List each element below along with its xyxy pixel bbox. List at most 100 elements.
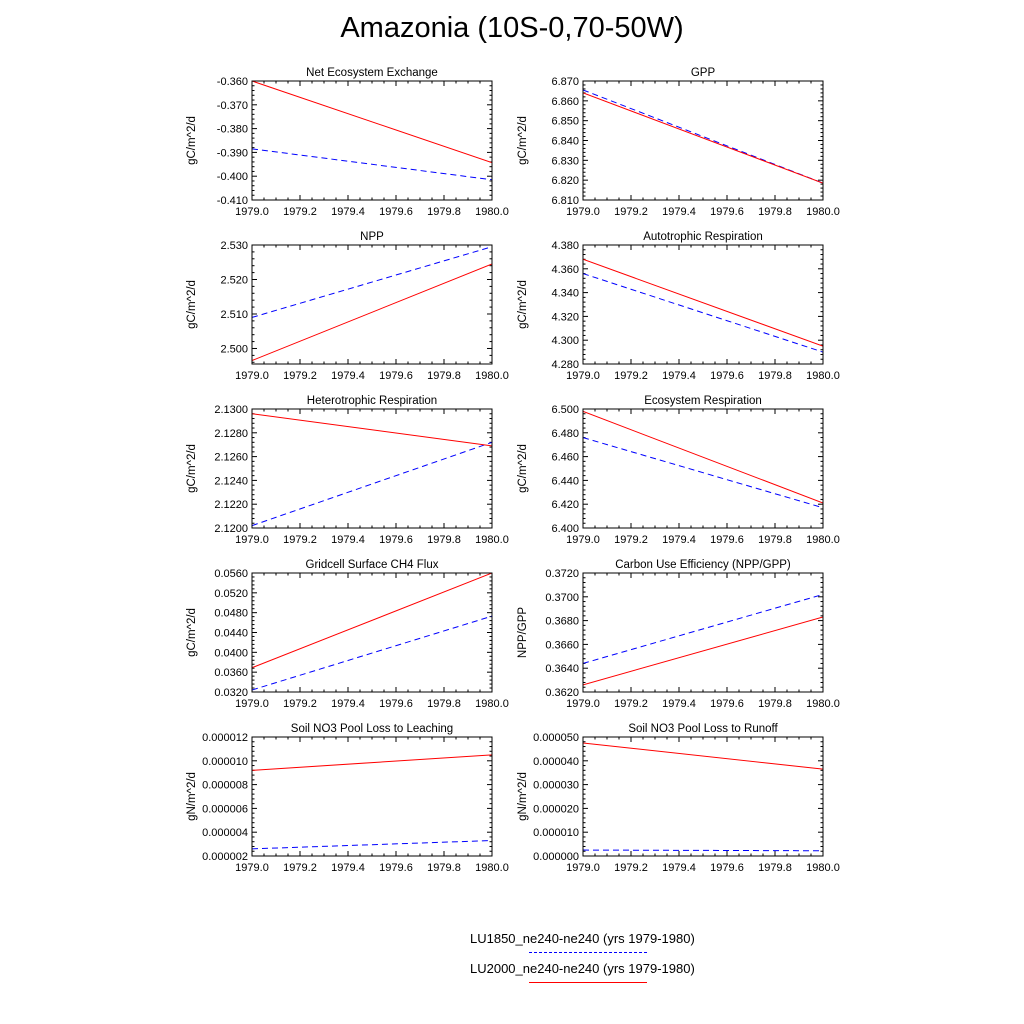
chart-panel-9: Soil NO3 Pool Loss to Leaching gN/m^2/d 19… (186, 723, 509, 874)
chart-title: NPP (360, 231, 384, 243)
y-tick-label: 6.400 (551, 523, 579, 535)
y-tick-label: 0.3640 (545, 663, 579, 675)
x-tick-label: 1979.0 (566, 370, 600, 382)
x-tick-label: 1979.2 (614, 206, 648, 218)
chart-title: Net Ecosystem Exchange (306, 67, 438, 79)
series-line-lu1850 (583, 593, 823, 664)
y-tick-label: 6.810 (551, 195, 579, 207)
x-tick-label: 1979.0 (235, 698, 269, 710)
plot-frame (582, 80, 824, 201)
y-axis-label: gC/m^2/d (186, 116, 198, 165)
legend-label-lu1850: LU1850_ne240-ne240 (yrs 1979-1980) (470, 931, 695, 946)
x-tick-label: 1979.6 (710, 534, 744, 546)
y-tick-label: 6.480 (551, 428, 579, 440)
y-tick-label: 4.300 (551, 335, 579, 347)
x-tick-label: 1979.8 (758, 534, 792, 546)
x-tick-label: 1979.2 (283, 862, 317, 874)
y-axis-label: gC/m^2/d (186, 608, 198, 657)
series-line-lu2000 (583, 742, 823, 770)
y-tick-label: 0.0400 (214, 647, 248, 659)
series-line-lu2000 (583, 616, 823, 686)
plot-frame (251, 80, 493, 201)
x-tick-label: 1979.6 (710, 206, 744, 218)
y-tick-label: -0.380 (217, 124, 248, 136)
plot-frame (582, 572, 824, 693)
chart-title: Heterotrophic Respiration (307, 395, 437, 407)
legend-swatch-dashed (529, 952, 647, 953)
page-title: Amazonia (10S-0,70-50W) (340, 12, 684, 44)
y-tick-label: 0.0560 (214, 568, 248, 580)
y-tick-label: 6.850 (551, 116, 579, 128)
x-tick-label: 1979.4 (331, 370, 365, 382)
x-tick-label: 1980.0 (806, 698, 840, 710)
x-tick-label: 1979.8 (758, 370, 792, 382)
y-tick-label: 6.460 (551, 452, 579, 464)
x-tick-label: 1979.0 (235, 206, 269, 218)
x-tick-label: 1979.2 (283, 206, 317, 218)
y-axis-label: gC/m^2/d (517, 444, 529, 493)
y-axis-label: gC/m^2/d (186, 280, 198, 329)
y-tick-label: 0.0320 (214, 687, 248, 699)
x-tick-label: 1980.0 (475, 534, 509, 546)
y-tick-label: 0.000004 (202, 827, 248, 839)
y-tick-label: 2.530 (220, 240, 248, 252)
y-tick-label: 2.1200 (214, 523, 248, 535)
chart-panel-3: NPP gC/m^2/d 1979.0 1979.2 1979.4 1979.6 1979.… (186, 231, 509, 382)
y-tick-label: 0.000050 (533, 732, 579, 744)
y-tick-label: 0.3720 (545, 568, 579, 580)
x-tick-label: 1979.2 (283, 370, 317, 382)
x-tick-label: 1980.0 (806, 862, 840, 874)
x-tick-label: 1979.8 (427, 534, 461, 546)
y-tick-label: 4.280 (551, 359, 579, 371)
x-tick-label: 1979.2 (283, 534, 317, 546)
x-tick-label: 1979.2 (283, 698, 317, 710)
y-axis-label: gC/m^2/d (517, 116, 529, 165)
y-tick-label: 0.000008 (202, 780, 248, 792)
y-tick-label: 6.840 (551, 136, 579, 148)
chart-title: Carbon Use Efficiency (NPP/GPP) (615, 559, 791, 571)
y-tick-label: 0.000040 (533, 756, 579, 768)
y-tick-label: -0.400 (217, 171, 248, 183)
chart-panel-2: GPP gC/m^2/d 1979.0 1979.2 1979.4 1979.6 1979.… (517, 67, 840, 218)
x-tick-label: 1979.2 (614, 370, 648, 382)
y-tick-label: 2.1280 (214, 428, 248, 440)
x-tick-label: 1979.6 (710, 370, 744, 382)
y-tick-label: 2.1220 (214, 499, 248, 511)
series-line-lu2000 (252, 81, 492, 164)
x-tick-label: 1979.4 (331, 534, 365, 546)
chart-panel-7: Gridcell Surface CH4 Flux gC/m^2/d 1979.0 1… (186, 559, 509, 710)
x-tick-label: 1979.8 (758, 698, 792, 710)
y-tick-label: 6.830 (551, 155, 579, 167)
plot-frame (251, 408, 493, 529)
x-tick-label: 1979.4 (331, 206, 365, 218)
x-tick-label: 1980.0 (806, 534, 840, 546)
y-tick-label: 0.3660 (545, 639, 579, 651)
y-tick-label: 2.1260 (214, 452, 248, 464)
x-tick-label: 1980.0 (806, 370, 840, 382)
x-tick-label: 1979.4 (662, 698, 696, 710)
series-line-lu1850 (252, 840, 492, 850)
y-tick-label: 6.860 (551, 96, 579, 108)
chart-panel-10: Soil NO3 Pool Loss to Runoff gN/m^2/d 1979… (517, 723, 840, 874)
x-tick-label: 1980.0 (475, 206, 509, 218)
x-tick-label: 1979.0 (235, 862, 269, 874)
series-line-lu2000 (583, 258, 823, 347)
x-tick-label: 1979.6 (379, 206, 413, 218)
x-tick-label: 1979.6 (379, 698, 413, 710)
x-tick-label: 1979.0 (235, 370, 269, 382)
x-tick-label: 1979.0 (566, 698, 600, 710)
x-tick-label: 1979.8 (427, 206, 461, 218)
y-tick-label: 4.340 (551, 288, 579, 300)
y-tick-label: 0.000020 (533, 803, 579, 815)
x-tick-label: 1980.0 (806, 206, 840, 218)
y-tick-label: 0.0440 (214, 628, 248, 640)
plot-frame (251, 572, 493, 693)
y-axis-label: gC/m^2/d (186, 444, 198, 493)
x-tick-label: 1979.2 (614, 862, 648, 874)
y-tick-label: 6.420 (551, 499, 579, 511)
x-tick-label: 1979.2 (614, 534, 648, 546)
x-tick-label: 1979.8 (758, 206, 792, 218)
legend-item-lu1850: LU1850_ne240-ne240 (yrs 1979-1980) (440, 931, 740, 953)
y-tick-label: 0.000000 (533, 851, 579, 863)
y-tick-label: 4.360 (551, 264, 579, 276)
